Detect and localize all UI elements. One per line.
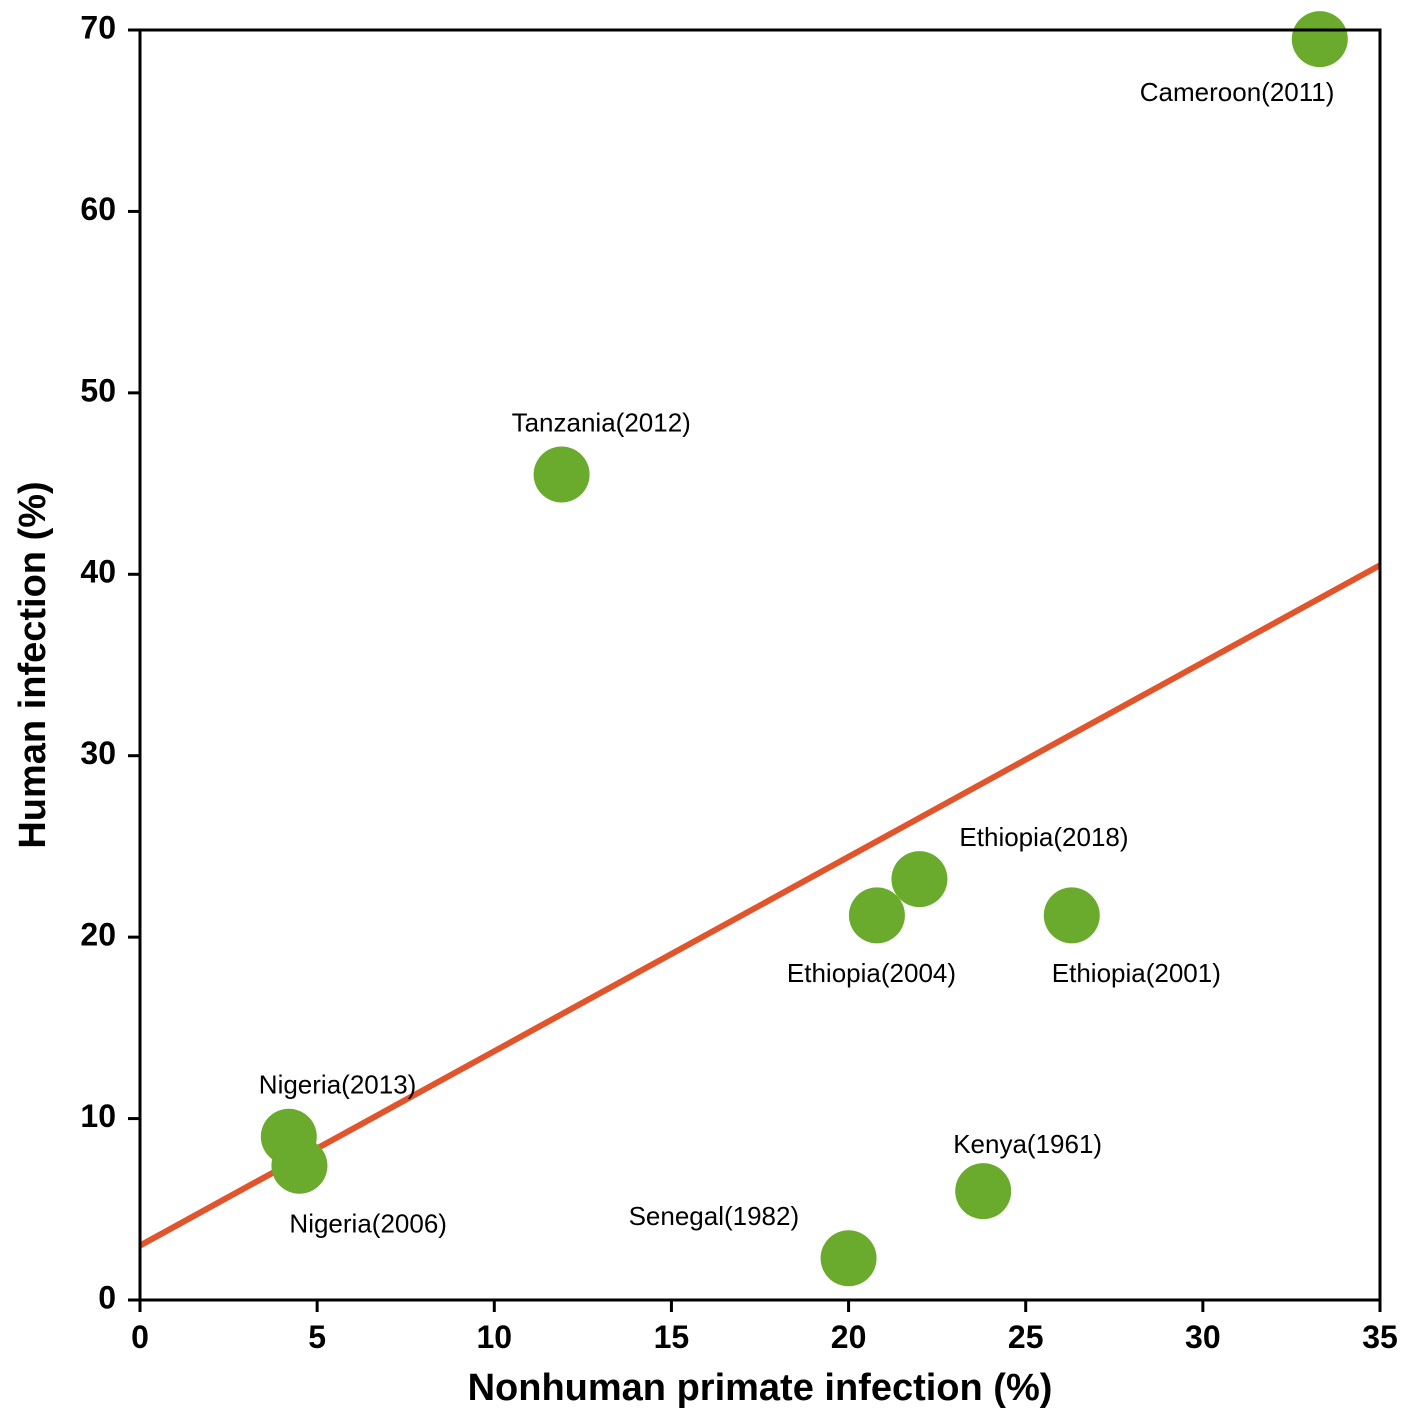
y-tick-label: 60 [80, 191, 116, 227]
x-tick-label: 20 [831, 1319, 867, 1355]
data-point [1044, 887, 1100, 943]
y-tick-label: 30 [80, 735, 116, 771]
data-point-label: Tanzania(2012) [512, 407, 691, 437]
data-point-label: Ethiopia(2018) [959, 822, 1128, 852]
data-point [1292, 11, 1348, 67]
scatter-chart: Cameroon(2011) Tanzania(2012) Ethiopia(201… [0, 0, 1418, 1417]
x-tick-label: 10 [476, 1319, 512, 1355]
y-axis-label: Human infection (%) [12, 481, 54, 848]
x-tick-label: 30 [1185, 1319, 1221, 1355]
data-point-label: Cameroon(2011) [1140, 77, 1335, 107]
x-tick-label: 25 [1008, 1319, 1044, 1355]
y-tick-label: 50 [80, 372, 116, 408]
x-tick-label: 35 [1362, 1319, 1398, 1355]
y-tick-label: 20 [80, 917, 116, 953]
y-tick-label: 0 [98, 1279, 116, 1315]
data-point-label: Ethiopia(2001) [1052, 958, 1221, 988]
y-tick-label: 40 [80, 554, 116, 590]
data-point [849, 887, 905, 943]
data-point [891, 851, 947, 907]
data-point-label: Kenya(1961) [953, 1129, 1102, 1159]
x-axis-label: Nonhuman primate infection (%) [468, 1367, 1053, 1409]
data-point-label: Nigeria(2013) [259, 1070, 417, 1100]
data-point-label: Ethiopia(2004) [787, 958, 956, 988]
data-point-label: Nigeria(2006) [289, 1209, 447, 1239]
x-tick-label: 0 [131, 1319, 149, 1355]
data-point [534, 447, 590, 503]
data-point [271, 1138, 327, 1194]
y-tick-label: 70 [80, 9, 116, 45]
y-tick-label: 10 [80, 1098, 116, 1134]
data-point-label: Senegal(1982) [629, 1201, 800, 1231]
x-tick-label: 15 [654, 1319, 690, 1355]
chart-svg: Cameroon(2011) Tanzania(2012) Ethiopia(201… [0, 0, 1418, 1417]
x-tick-label: 5 [308, 1319, 326, 1355]
data-point [821, 1230, 877, 1286]
data-point [955, 1163, 1011, 1219]
